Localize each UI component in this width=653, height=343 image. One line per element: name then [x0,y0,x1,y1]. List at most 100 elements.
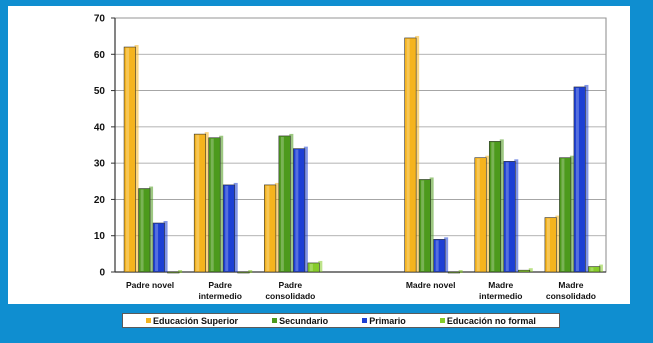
bar [544,217,557,273]
bar-highlight [280,136,284,271]
bar-highlight [126,48,130,272]
legend-item: Educación no formal [439,315,536,326]
chart-panel: 0 10 20 30 40 50 60 70 Padre novel Padre intermedi… [8,6,630,304]
bar-highlight [421,180,425,271]
bar-highlight [505,162,509,271]
bar-shadow [444,237,449,272]
y-tick-label: 20 [94,195,106,206]
bar [278,135,291,273]
bar [433,239,446,273]
bar [559,157,572,273]
bar [152,222,165,273]
bar-highlight [406,38,410,272]
bar-shadow [204,132,209,272]
bar-shadow [584,84,589,272]
plot-area [114,17,607,273]
bar-shadow [528,268,533,272]
y-tick-label: 70 [94,14,106,25]
x-tick-label: Madre [558,280,583,290]
legend-label: Educación no formal [446,315,536,326]
bar-shadow [163,221,168,272]
legend-swatch [272,318,278,323]
legend-item: Secundario [272,316,328,326]
bar [404,37,417,273]
bar-shadow [219,135,224,272]
bar-shadow [149,186,154,272]
x-tick-label: Padre [279,280,303,290]
bar-highlight [155,224,159,271]
bar [307,262,320,273]
bar-shadow [499,139,504,272]
bar [208,137,221,273]
bar-highlight [590,267,594,271]
bar [264,184,277,273]
x-tick-label: intermedio [198,291,241,301]
legend-label: Primario [369,315,406,326]
x-tick-label: Padre novel [126,280,174,290]
bar-shadow [458,270,463,273]
bar-shadow [274,182,279,272]
x-tick-label: consolidado [546,291,596,301]
x-tick-label: intermedio [479,291,522,301]
bar [123,46,136,273]
tick-labels: 0 10 20 30 40 50 60 70 Padre novel Padre intermedi… [94,14,596,302]
bar-highlight [210,138,214,271]
bar [488,141,502,273]
bar-shadow [514,159,519,272]
bar [517,269,531,273]
bar-shadow [318,260,323,272]
bar-highlight [140,189,144,271]
gridlines [114,17,607,273]
bar-highlight [266,185,270,271]
bar [503,161,516,273]
legend-swatch [439,318,445,323]
bar [237,271,250,274]
bar-shadow [233,182,238,272]
x-tick-label: Madre novel [406,280,456,290]
bar-shadow [429,177,434,272]
y-tick-label: 10 [94,231,106,242]
bar [138,188,151,273]
bar-highlight [546,218,550,271]
bar-shadow [598,264,603,272]
bar-shadow [303,146,308,272]
bar-chart: 0 10 20 30 40 50 60 70 Padre novel Padre intermedi… [94,14,607,302]
bar [418,179,431,273]
x-tick-label: consolidado [265,291,315,301]
bar-highlight [295,149,299,271]
y-tick-label: 0 [99,268,105,279]
bar-highlight [575,87,579,271]
bar-highlight [491,142,495,271]
chart-legend: Educación Superior Secundario Primario Educ… [122,313,560,328]
bar-highlight [196,135,200,271]
legend-label: Educación Superior [153,315,239,326]
x-tick-label: Madre [488,280,513,290]
bar [573,86,586,273]
legend-swatch [362,318,368,323]
bar-shadow [485,155,490,272]
bar [293,148,306,273]
bar-shadow [415,35,420,273]
bar-shadow [178,270,183,273]
bar-highlight [309,263,313,271]
bar [588,266,601,273]
bar-shadow [134,45,139,273]
y-tick-label: 30 [94,159,106,170]
bar-highlight [476,158,480,271]
bar [447,271,460,274]
bar [193,133,207,273]
bar-shadow [555,215,560,272]
legend-label: Secundario [279,315,329,326]
y-tick-label: 50 [94,86,106,97]
legend-swatch [146,318,152,323]
bar [222,184,236,273]
bar-highlight [561,158,565,271]
bar [167,271,180,274]
bar [474,157,487,273]
y-tick-label: 40 [94,122,106,133]
legend-item: Primario [362,316,406,326]
bars [123,35,603,274]
bar-highlight [435,240,439,271]
y-tick-label: 60 [94,50,106,61]
bar-highlight [225,185,229,271]
